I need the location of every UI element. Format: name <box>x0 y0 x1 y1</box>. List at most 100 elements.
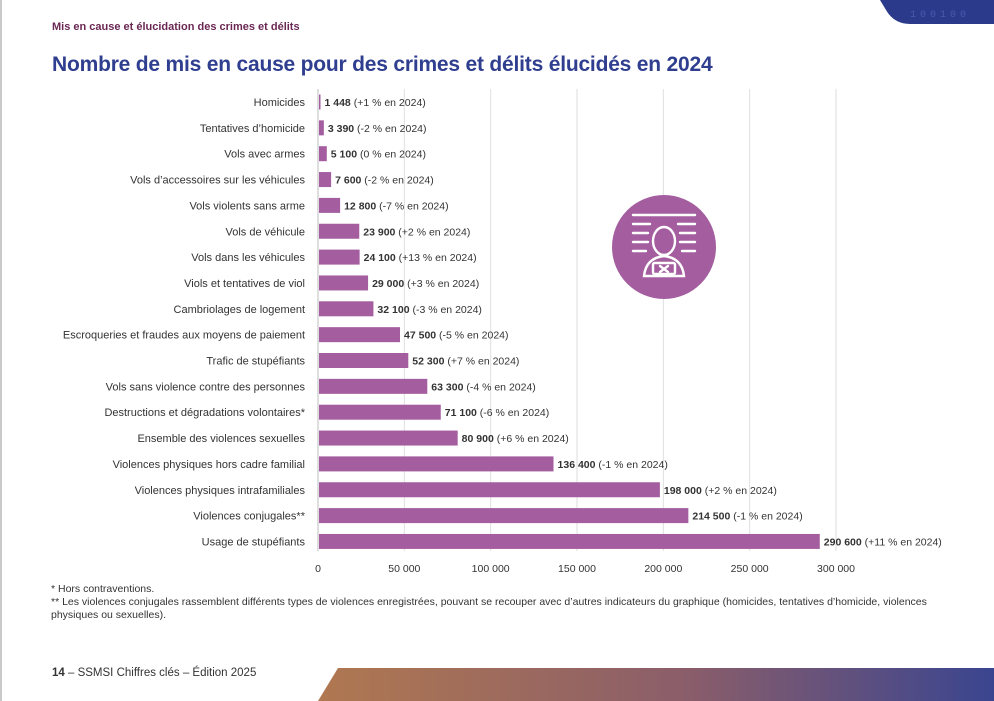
category-label: Escroqueries et fraudes aux moyens de pa… <box>63 330 305 342</box>
category-label: Viols et tentatives de viol <box>184 278 305 290</box>
value-change: (+2 % en 2024) <box>702 485 777 497</box>
category-label: Cambriolages de logement <box>174 304 305 316</box>
value-number: 290 600 <box>824 536 862 548</box>
bar <box>319 456 554 472</box>
value-number: 214 500 <box>692 511 730 523</box>
bar <box>319 430 458 446</box>
bar <box>319 482 660 498</box>
value-label: 290 600 (+11 % en 2024) <box>824 536 942 548</box>
value-label: 32 100 (-3 % en 2024) <box>377 304 482 316</box>
value-change: (-6 % en 2024) <box>477 407 549 419</box>
page-title: Nombre de mis en cause pour des crimes e… <box>52 53 713 76</box>
value-change: (-5 % en 2024) <box>436 330 508 342</box>
value-change: (0 % en 2024) <box>357 149 426 161</box>
bar <box>319 94 321 110</box>
x-tick-label: 50 000 <box>388 563 420 575</box>
value-number: 71 100 <box>445 407 477 419</box>
chart-bars: Homicides 1 448 (+1 % en 2024) Tentatives … <box>63 94 942 549</box>
category-label: Violences physiques hors cadre familial <box>113 459 305 471</box>
category-label: Vols dans les véhicules <box>191 252 305 264</box>
x-tick-label: 100 000 <box>472 563 510 575</box>
value-change: (-2 % en 2024) <box>361 175 433 187</box>
value-change: (+6 % en 2024) <box>494 433 569 445</box>
value-label: 214 500 (-1 % en 2024) <box>692 511 802 523</box>
value-number: 7 600 <box>335 175 361 187</box>
section-title: Mis en cause et élucidation des crimes e… <box>52 21 300 33</box>
value-number: 12 800 <box>344 200 376 212</box>
bar <box>319 172 332 188</box>
value-number: 29 000 <box>372 278 404 290</box>
value-label: 80 900 (+6 % en 2024) <box>462 433 569 445</box>
x-tick-label: 250 000 <box>731 563 769 575</box>
value-label: 3 390 (-2 % en 2024) <box>328 123 427 135</box>
page-number: 14 <box>52 667 65 679</box>
bar <box>319 533 820 549</box>
x-tick-label: 0 <box>315 563 321 575</box>
value-change: (-1 % en 2024) <box>595 459 667 471</box>
bar <box>319 197 341 213</box>
value-change: (-4 % en 2024) <box>463 381 535 393</box>
value-change: (+3 % en 2024) <box>404 278 479 290</box>
value-number: 198 000 <box>664 485 702 497</box>
corner-decoration: 100100 <box>880 0 994 24</box>
value-number: 3 390 <box>328 123 354 135</box>
chart-grid <box>317 89 837 551</box>
value-number: 136 400 <box>558 459 596 471</box>
value-label: 1 448 (+1 % en 2024) <box>325 97 426 109</box>
category-label: Vols sans violence contre des personnes <box>106 381 306 393</box>
value-number: 80 900 <box>462 433 494 445</box>
bar <box>319 378 428 394</box>
x-tick-label: 150 000 <box>558 563 596 575</box>
x-tick-label: 200 000 <box>644 563 682 575</box>
value-change: (+13 % en 2024) <box>396 252 477 264</box>
suspect-icon <box>612 195 716 299</box>
bar <box>319 404 441 420</box>
category-label: Destructions et dégradations volontaires… <box>104 407 305 419</box>
value-number: 47 500 <box>404 330 436 342</box>
value-change: (-7 % en 2024) <box>376 200 448 212</box>
bar-chart: Homicides 1 448 (+1 % en 2024) Tentatives … <box>63 89 942 575</box>
value-label: 5 100 (0 % en 2024) <box>331 149 426 161</box>
value-number: 5 100 <box>331 149 357 161</box>
value-label: 7 600 (-2 % en 2024) <box>335 175 434 187</box>
corner-digits: 100100 <box>910 10 970 21</box>
category-label: Vols d’accessoires sur les véhicules <box>130 175 305 187</box>
value-label: 23 900 (+2 % en 2024) <box>363 226 470 238</box>
bar <box>319 327 401 343</box>
value-change: (+11 % en 2024) <box>862 536 942 548</box>
bar <box>319 353 409 368</box>
value-label: 63 300 (-4 % en 2024) <box>431 381 535 393</box>
value-change: (+1 % en 2024) <box>351 97 426 109</box>
footnote-1: * Hors contraventions. <box>51 583 155 595</box>
value-number: 52 300 <box>412 356 444 368</box>
value-label: 136 400 (-1 % en 2024) <box>558 459 668 471</box>
value-number: 23 900 <box>363 226 395 238</box>
value-number: 1 448 <box>325 97 351 109</box>
value-change: (-2 % en 2024) <box>354 123 426 135</box>
category-label: Violences physiques intrafamiliales <box>135 485 306 497</box>
value-number: 24 100 <box>364 252 396 264</box>
page-border <box>0 0 2 701</box>
value-change: (+7 % en 2024) <box>444 356 519 368</box>
value-label: 198 000 (+2 % en 2024) <box>664 485 777 497</box>
value-change: (-1 % en 2024) <box>730 511 802 523</box>
value-change: (-3 % en 2024) <box>410 304 482 316</box>
category-label: Homicides <box>254 97 306 109</box>
value-label: 29 000 (+3 % en 2024) <box>372 278 479 290</box>
footnote-2: ** Les violences conjugales rassemblent … <box>51 596 927 621</box>
value-label: 47 500 (-5 % en 2024) <box>404 330 509 342</box>
bar <box>319 146 327 162</box>
chart-x-ticks: 0 50 000 100 000 150 000 200 000 250 000 300 0… <box>315 563 855 575</box>
category-label: Trafic de stupéfiants <box>206 356 305 368</box>
x-tick-label: 300 000 <box>817 563 855 575</box>
footer-text: – SSMSI Chiffres clés – Édition 2025 <box>64 667 257 679</box>
category-label: Vols avec armes <box>224 149 305 161</box>
value-label: 24 100 (+13 % en 2024) <box>364 252 477 264</box>
value-label: 71 100 (-6 % en 2024) <box>445 407 550 419</box>
value-number: 63 300 <box>431 381 463 393</box>
category-label: Usage de stupéfiants <box>202 536 306 548</box>
bar <box>319 223 360 239</box>
category-label: Vols de véhicule <box>226 226 306 238</box>
footnotes: * Hors contraventions. ** Les violences … <box>51 583 931 622</box>
bar <box>319 508 689 524</box>
